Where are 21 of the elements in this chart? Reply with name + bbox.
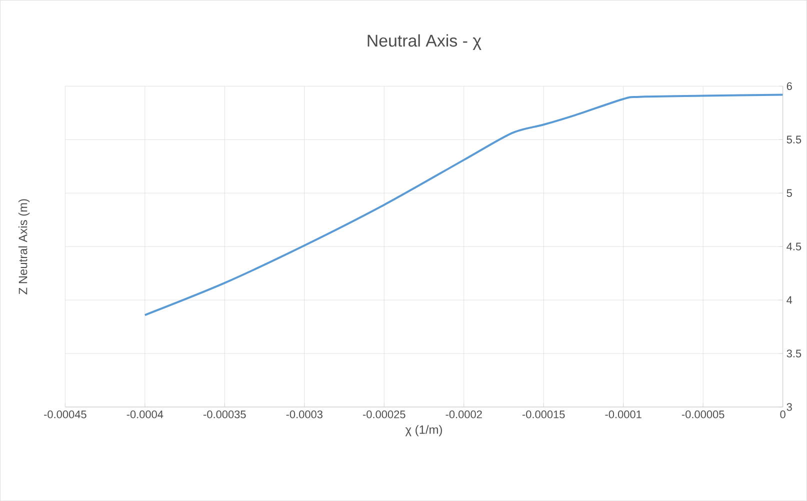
x-tick-label: -0.0001 [605,410,642,418]
x-tick-label: -0.00025 [362,410,406,418]
y-tick-label: 5.5 [786,136,802,144]
x-tick-label: -0.00035 [204,410,246,418]
x-tick-label: -0.0003 [286,410,322,418]
y-tick-label: 3.5 [786,350,802,358]
x-tick-label: -0.00015 [522,410,565,418]
x-axis-title: χ (1/m) [405,425,442,436]
chart-title: Neutral Axis - χ [368,34,482,50]
x-tick-label: 0 [780,410,786,418]
x-tick-label: -0.0004 [126,410,164,418]
x-tick-label: -0.00045 [44,410,86,418]
y-tick-label: 4 [786,296,792,304]
x-tick-label: -0.0002 [446,410,482,418]
y-tick-label: 4.5 [786,242,802,250]
y-tick-label: 6 [786,82,792,90]
x-tick-label: -0.00005 [682,410,724,418]
line-series [144,94,783,316]
y-tick-label: 3 [786,403,792,411]
y-tick-label: 5 [786,189,792,197]
y-axis-title: Z Neutral Axis (m) [18,199,30,294]
